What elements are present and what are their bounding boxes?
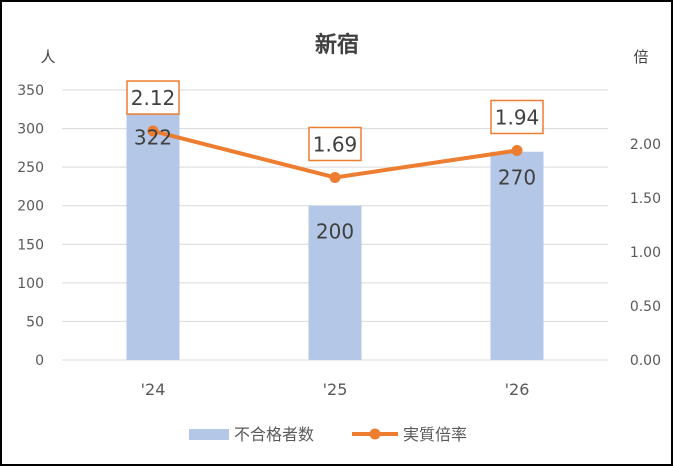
bar (126, 111, 180, 360)
category-label: '25 (323, 380, 348, 399)
line-label-box (490, 99, 544, 135)
line-value-label: 1.69 (313, 132, 358, 156)
right-tick-label: 0.00 (630, 353, 661, 369)
bar (308, 205, 362, 360)
line-point (511, 144, 523, 156)
bar-value-label: 270 (498, 166, 536, 190)
bar-value-label: 200 (316, 220, 354, 244)
bar (490, 151, 544, 360)
left-tick-label: 300 (17, 122, 44, 138)
left-tick-label: 0 (35, 353, 44, 369)
right-tick-label: 1.50 (630, 191, 661, 207)
line-value-label: 2.12 (131, 86, 176, 110)
left-tick-label: 250 (17, 160, 44, 176)
data-labels: 322 200 270 2.12 1.69 1.94 (126, 80, 544, 244)
left-tick-label: 200 (17, 199, 44, 215)
chart-title: 新宿 (315, 32, 359, 58)
legend-line-label: 実質倍率 (403, 425, 467, 444)
line-label-box (126, 80, 180, 115)
bar-series (126, 111, 544, 360)
category-label: '24 (141, 380, 166, 399)
line-point (147, 125, 159, 137)
line-point (329, 171, 341, 183)
left-tick-label: 150 (17, 237, 44, 253)
legend-line-marker (369, 428, 381, 440)
left-tick-label: 350 (17, 83, 44, 99)
line-value-label: 1.94 (495, 105, 540, 129)
legend-bar-swatch (189, 429, 229, 440)
line-series (147, 125, 523, 183)
left-axis-unit: 人 (40, 48, 55, 66)
left-tick-label: 100 (17, 276, 44, 292)
axes: 0 50 100 150 200 250 300 350 0.00 0.50 1.00 1.50 2.0… (17, 83, 661, 399)
left-tick-label: 50 (26, 314, 44, 330)
right-tick-label: 0.50 (630, 299, 661, 315)
right-tick-label: 1.00 (630, 245, 661, 261)
right-tick-label: 2.00 (630, 137, 661, 153)
line-label-box (308, 126, 362, 162)
legend-bar-label: 不合格者数 (234, 425, 314, 444)
legend: 不合格者数 実質倍率 (189, 425, 467, 444)
bar-value-label: 322 (134, 126, 172, 150)
right-axis-unit: 倍 (633, 48, 648, 66)
category-label: '26 (505, 380, 530, 399)
